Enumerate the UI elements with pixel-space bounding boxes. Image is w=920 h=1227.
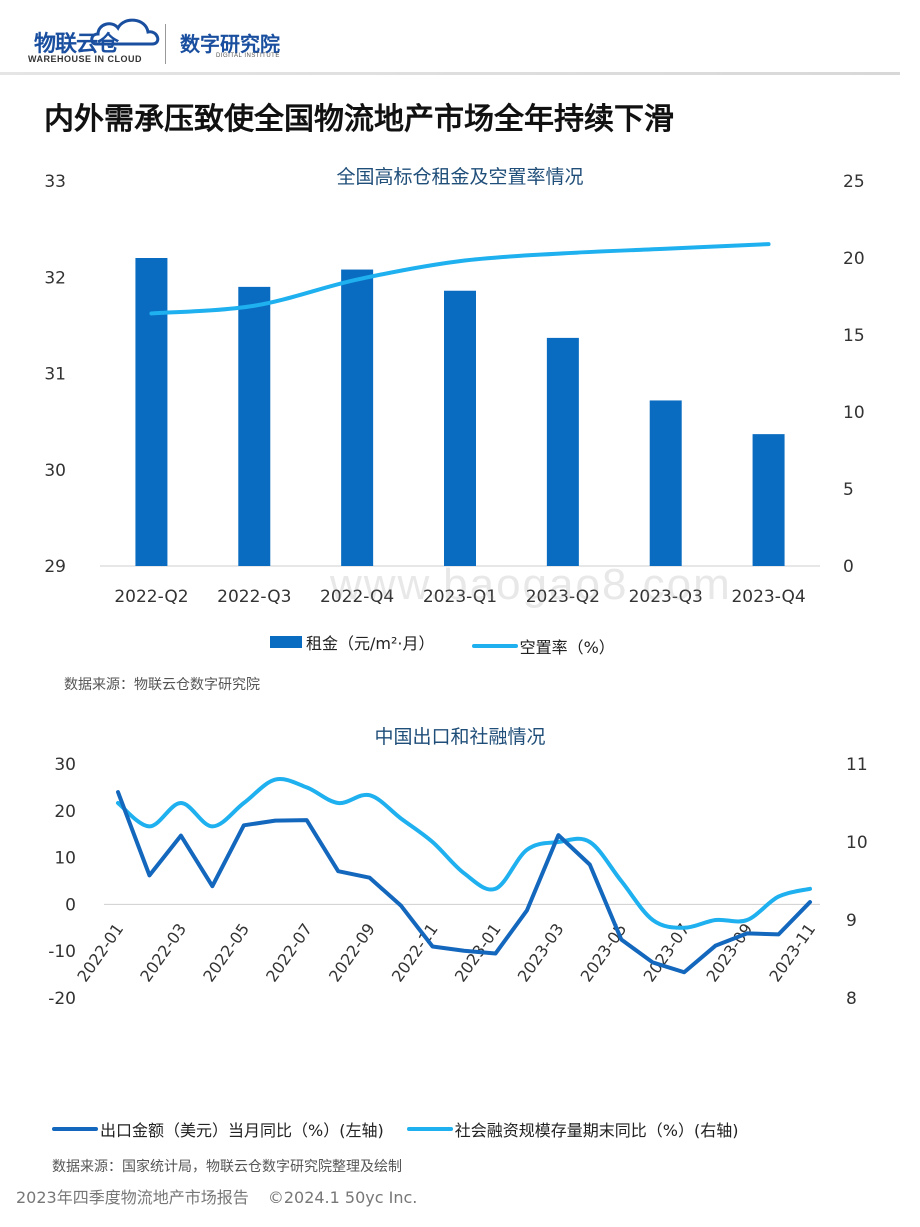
x-tick-label: 2023-09 — [702, 920, 756, 986]
chart2-source: 数据来源：国家统计局，物联云仓数字研究院整理及绘制 — [52, 1159, 402, 1175]
x-tick-label: 2022-Q4 — [320, 587, 394, 607]
footer: 2023年四季度物流地产市场报告 ©2024.1 50yc Inc. — [16, 1184, 431, 1208]
logo-digital-institute-sub: DIGITAL INSTITUTE — [216, 53, 280, 59]
x-tick-label: 2022-05 — [199, 920, 253, 986]
y-right-tick-label: 10 — [846, 833, 868, 853]
legend-export-swatch — [52, 1127, 98, 1131]
x-tick-label: 2022-Q3 — [217, 587, 291, 607]
logo-digital-institute: 数字研究院 — [180, 32, 280, 56]
bar-rent — [238, 286, 271, 566]
x-tick-label: 2023-Q2 — [526, 587, 600, 607]
export-social-financing-chart: -20 -10 0 10 20 30 8 9 10 11 2022-01 2022-03 2022-05… — [48, 755, 868, 1009]
y-left-tick-label: 30 — [54, 755, 76, 775]
y-left-tick-label: 30 — [44, 461, 66, 481]
footer-report-name: 2023年四季度物流地产市场报告 — [16, 1188, 249, 1207]
legend-vacancy: 空置率（%） — [471, 634, 615, 658]
page-title: 内外需承压致使全国物流地产市场全年持续下滑 — [44, 102, 674, 137]
y-left-tick-label: -20 — [48, 989, 76, 1009]
logo-divider — [165, 24, 166, 64]
x-tick-label: 2023-Q1 — [423, 587, 497, 607]
x-tick-label: 2023-05 — [577, 920, 631, 986]
bar-rent — [546, 337, 579, 566]
y-left-tick-label: 29 — [44, 557, 66, 577]
legend-social-financing-label: 社会融资规模存量期末同比（%）(右轴) — [454, 1121, 739, 1140]
line-social-financing — [116, 777, 812, 930]
x-tick-label: 2022-03 — [136, 920, 190, 986]
legend-rent-swatch — [270, 636, 302, 648]
y-right-tick-label: 8 — [846, 989, 857, 1009]
bar-rent — [752, 434, 785, 566]
y-right-tick-label: 9 — [846, 911, 857, 931]
legend-export-label: 出口金额（美元）当月同比（%）(左轴) — [100, 1121, 384, 1140]
chart2-title: 中国出口和社融情况 — [374, 726, 546, 748]
y-left-tick-label: 31 — [44, 365, 66, 385]
y-right-tick-label: 15 — [843, 326, 865, 346]
legend-vacancy-label: 空置率（%） — [519, 638, 615, 657]
logo-text: 物联云仓 — [34, 32, 119, 57]
cloud-icon — [90, 18, 160, 46]
x-tick-label: 2023-03 — [514, 920, 568, 986]
x-tick-label: 2023-Q4 — [731, 587, 805, 607]
bar-rent — [649, 400, 682, 566]
x-tick-label: 2023-Q3 — [629, 587, 703, 607]
x-tick-label: 2023-11 — [765, 920, 819, 986]
y-right-tick-label: 20 — [843, 249, 865, 269]
x-tick-label: 2022-07 — [262, 920, 316, 986]
y-left-tick-label: 10 — [54, 849, 76, 869]
watermark: www.baogao8.com — [330, 560, 732, 609]
x-tick-label: 2022-Q2 — [114, 587, 188, 607]
bar-rent — [444, 290, 476, 566]
x-tick-label: 2022-01 — [73, 920, 127, 986]
header-divider — [0, 72, 900, 75]
legend-rent-label: 租金（元/m²·月） — [306, 634, 435, 653]
chart2-legend: 出口金额（美元）当月同比（%）(左轴) 社会融资规模存量期末同比（%）(右轴) — [52, 1116, 771, 1141]
bar-rent — [341, 269, 374, 566]
legend-social-financing-swatch — [406, 1127, 453, 1131]
bar-rent — [135, 258, 168, 566]
x-tick-label: 2022-11 — [388, 920, 442, 986]
legend-export: 出口金额（美元）当月同比（%）(左轴) — [52, 1117, 384, 1141]
y-left-tick-label: 32 — [44, 268, 66, 288]
y-right-tick-label: 0 — [843, 557, 854, 577]
y-right-tick-label: 11 — [846, 755, 868, 775]
y-right-tick-label: 10 — [843, 403, 865, 423]
rent-vacancy-chart: 29 30 31 32 33 0 5 10 15 20 25 2022-Q2 2022-Q3 2022-Q… — [44, 172, 865, 607]
line-vacancy — [149, 242, 771, 316]
legend-social-financing: 社会融资规模存量期末同比（%）(右轴) — [406, 1117, 739, 1141]
line-export-yoy — [116, 790, 812, 975]
footer-copyright: ©2024.1 50yc Inc. — [267, 1188, 418, 1207]
logo-subtext: WAREHOUSE IN CLOUD — [28, 54, 143, 64]
chart1-legend: 租金（元/m²·月） 空置率（%） — [270, 630, 647, 658]
y-left-tick-label: 20 — [54, 802, 76, 822]
y-right-tick-label: 25 — [843, 172, 865, 192]
legend-vacancy-swatch — [471, 644, 518, 648]
x-tick-label: 2022-09 — [325, 920, 379, 986]
legend-rent: 租金（元/m²·月） — [270, 630, 434, 654]
chart1-title: 全国高标仓租金及空置率情况 — [336, 166, 584, 188]
y-left-tick-label: 0 — [65, 895, 76, 915]
y-left-tick-label: -10 — [48, 942, 76, 962]
chart1-source: 数据来源：物联云仓数字研究院 — [64, 677, 260, 693]
y-left-tick-label: 33 — [44, 172, 66, 192]
y-right-tick-label: 5 — [843, 480, 854, 500]
